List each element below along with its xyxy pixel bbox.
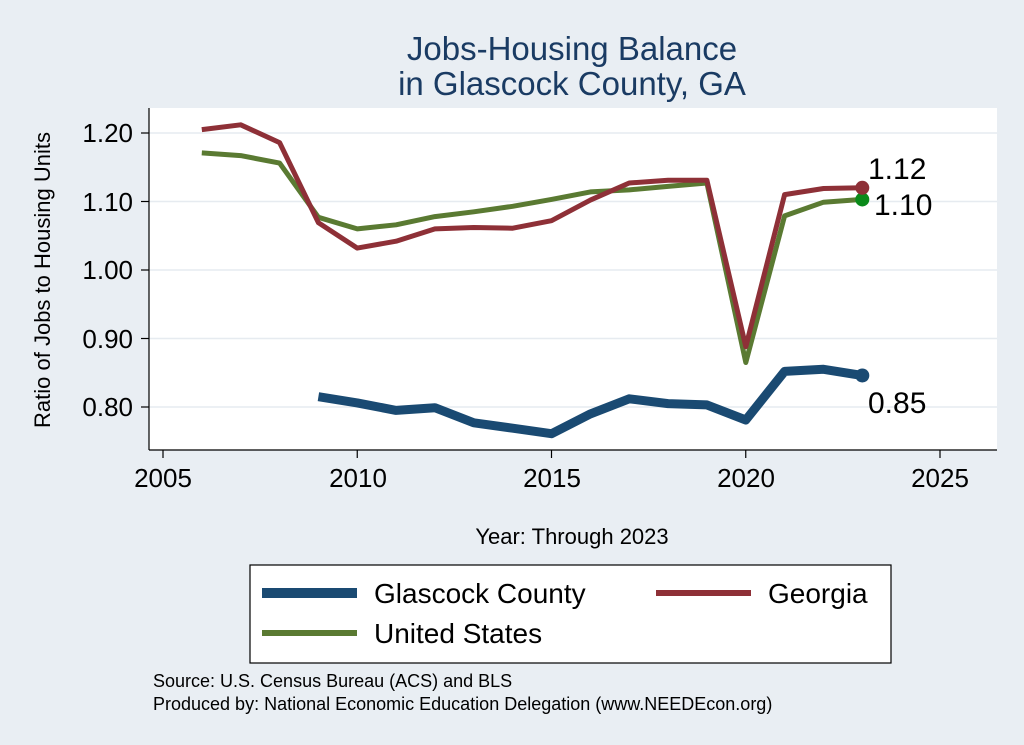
end-markers — [855, 180, 870, 383]
end-marker-us — [855, 192, 870, 207]
legend-box — [249, 564, 892, 664]
x-tick-label-2015: 2015 — [523, 463, 581, 493]
chart-title-line-2: in Glascock County, GA — [398, 65, 746, 102]
series-line-georgia — [201, 122, 863, 350]
grid-lines — [149, 132, 997, 408]
series-layer — [201, 122, 864, 439]
x-tick-label-2025: 2025 — [911, 463, 969, 493]
end-label-glascock-county: 0.85 — [868, 387, 926, 420]
end-marker-georgia — [855, 180, 870, 195]
producer-note: Produced by: National Economic Education… — [153, 694, 772, 714]
x-axis-label: Year: Through 2023 — [475, 524, 668, 549]
y-axis-label: Ratio of Jobs to Housing Units — [30, 132, 55, 428]
chart-title-line-1: Jobs-Housing Balance — [407, 30, 737, 67]
legend-label-glascock-county: Glascock County — [374, 578, 586, 609]
y-tick-label-1.10: 1.10 — [82, 187, 133, 217]
x-tick-label-2010: 2010 — [329, 463, 387, 493]
end-label-united-states: 1.10 — [874, 189, 932, 222]
x-ticks — [162, 450, 941, 458]
legend: Glascock County Georgia United States — [249, 564, 892, 664]
y-tick-label-1.20: 1.20 — [82, 118, 133, 148]
y-ticks — [141, 132, 149, 408]
series-line-glascock — [317, 364, 864, 439]
end-marker-glascock — [855, 368, 870, 383]
legend-label-georgia: Georgia — [768, 578, 868, 609]
end-label-georgia: 1.12 — [868, 153, 926, 186]
x-tick-label-2020: 2020 — [717, 463, 775, 493]
source-note: Source: U.S. Census Bureau (ACS) and BLS — [153, 671, 512, 691]
x-tick-label-2005: 2005 — [134, 463, 192, 493]
y-tick-label-1.00: 1.00 — [82, 255, 133, 285]
y-tick-label-0.90: 0.90 — [82, 324, 133, 354]
y-tick-label-0.80: 0.80 — [82, 392, 133, 422]
legend-label-united-states: United States — [374, 618, 542, 649]
